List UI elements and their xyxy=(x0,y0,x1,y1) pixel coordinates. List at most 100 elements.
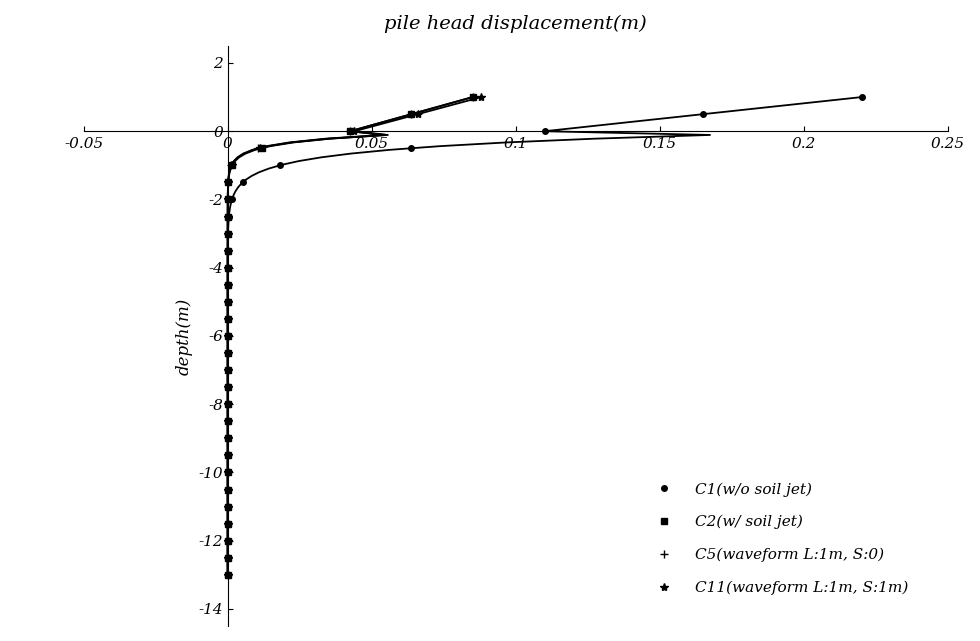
C1(w/o soil jet) xyxy=(221,571,233,579)
C1(w/o soil jet) xyxy=(221,315,233,322)
Line: C2(w/ soil jet): C2(w/ soil jet) xyxy=(224,94,475,578)
C11(waveform L:1m, S:1m) xyxy=(221,298,233,306)
C1(w/o soil jet) xyxy=(221,469,233,476)
C2(w/ soil jet) xyxy=(221,383,233,391)
C5(waveform L:1m, S:0) xyxy=(221,298,233,306)
C5(waveform L:1m, S:0) xyxy=(221,401,233,408)
C5(waveform L:1m, S:0) xyxy=(221,571,233,579)
C2(w/ soil jet) xyxy=(344,128,356,135)
C2(w/ soil jet) xyxy=(221,264,233,272)
C5(waveform L:1m, S:0) xyxy=(225,162,237,169)
C1(w/o soil jet) xyxy=(405,144,416,152)
C11(waveform L:1m, S:1m) xyxy=(221,332,233,340)
C2(w/ soil jet) xyxy=(221,486,233,494)
C5(waveform L:1m, S:0) xyxy=(221,435,233,442)
C1(w/o soil jet) xyxy=(856,93,867,101)
C1(w/o soil jet) xyxy=(237,179,249,187)
C5(waveform L:1m, S:0) xyxy=(221,281,233,288)
C11(waveform L:1m, S:1m) xyxy=(221,349,233,357)
C5(waveform L:1m, S:0) xyxy=(221,349,233,357)
C5(waveform L:1m, S:0) xyxy=(221,469,233,476)
C1(w/o soil jet) xyxy=(274,162,286,169)
C2(w/ soil jet) xyxy=(221,298,233,306)
C11(waveform L:1m, S:1m) xyxy=(221,486,233,494)
C5(waveform L:1m, S:0) xyxy=(466,93,478,101)
Line: C11(waveform L:1m, S:1m): C11(waveform L:1m, S:1m) xyxy=(223,93,485,579)
C2(w/ soil jet) xyxy=(221,281,233,288)
Legend: C1(w/o soil jet), C2(w/ soil jet), C5(waveform L:1m, S:0), C11(waveform L:1m, S:: C1(w/o soil jet), C2(w/ soil jet), C5(wa… xyxy=(638,476,914,601)
C1(w/o soil jet) xyxy=(221,417,233,425)
C11(waveform L:1m, S:1m) xyxy=(221,196,233,203)
C11(waveform L:1m, S:1m) xyxy=(221,571,233,579)
C11(waveform L:1m, S:1m) xyxy=(221,503,233,510)
C1(w/o soil jet) xyxy=(226,196,238,203)
C2(w/ soil jet) xyxy=(221,229,233,237)
C5(waveform L:1m, S:0) xyxy=(221,554,233,562)
C11(waveform L:1m, S:1m) xyxy=(412,110,423,118)
C2(w/ soil jet) xyxy=(221,247,233,254)
Y-axis label: depth(m): depth(m) xyxy=(175,297,193,374)
C5(waveform L:1m, S:0) xyxy=(221,503,233,510)
C5(waveform L:1m, S:0) xyxy=(221,451,233,459)
C1(w/o soil jet) xyxy=(221,401,233,408)
C5(waveform L:1m, S:0) xyxy=(221,486,233,494)
C11(waveform L:1m, S:1m) xyxy=(225,162,237,169)
Line: C1(w/o soil jet): C1(w/o soil jet) xyxy=(224,94,864,578)
C11(waveform L:1m, S:1m) xyxy=(221,366,233,374)
C5(waveform L:1m, S:0) xyxy=(406,110,417,118)
C11(waveform L:1m, S:1m) xyxy=(221,537,233,545)
C2(w/ soil jet) xyxy=(222,179,234,187)
C1(w/o soil jet) xyxy=(221,435,233,442)
C2(w/ soil jet) xyxy=(221,196,233,203)
C11(waveform L:1m, S:1m) xyxy=(221,281,233,288)
C1(w/o soil jet) xyxy=(221,451,233,459)
C11(waveform L:1m, S:1m) xyxy=(221,213,233,221)
C11(waveform L:1m, S:1m) xyxy=(222,179,234,187)
C2(w/ soil jet) xyxy=(406,110,417,118)
C11(waveform L:1m, S:1m) xyxy=(221,554,233,562)
C5(waveform L:1m, S:0) xyxy=(221,520,233,528)
C2(w/ soil jet) xyxy=(221,537,233,545)
C11(waveform L:1m, S:1m) xyxy=(221,469,233,476)
C5(waveform L:1m, S:0) xyxy=(221,537,233,545)
C5(waveform L:1m, S:0) xyxy=(222,179,234,187)
C11(waveform L:1m, S:1m) xyxy=(221,417,233,425)
C11(waveform L:1m, S:1m) xyxy=(475,93,487,101)
C1(w/o soil jet) xyxy=(223,213,235,221)
C5(waveform L:1m, S:0) xyxy=(221,264,233,272)
C5(waveform L:1m, S:0) xyxy=(221,383,233,391)
C11(waveform L:1m, S:1m) xyxy=(221,315,233,322)
C1(w/o soil jet) xyxy=(221,298,233,306)
C5(waveform L:1m, S:0) xyxy=(221,417,233,425)
C11(waveform L:1m, S:1m) xyxy=(349,128,361,135)
C1(w/o soil jet) xyxy=(221,281,233,288)
C5(waveform L:1m, S:0) xyxy=(221,229,233,237)
Title: pile head displacement(m): pile head displacement(m) xyxy=(384,15,647,33)
C1(w/o soil jet) xyxy=(221,537,233,545)
C5(waveform L:1m, S:0) xyxy=(221,332,233,340)
Line: C5(waveform L:1m, S:0): C5(waveform L:1m, S:0) xyxy=(223,93,476,579)
C2(w/ soil jet) xyxy=(466,93,478,101)
C2(w/ soil jet) xyxy=(221,451,233,459)
C5(waveform L:1m, S:0) xyxy=(253,144,265,152)
C5(waveform L:1m, S:0) xyxy=(221,315,233,322)
C2(w/ soil jet) xyxy=(221,554,233,562)
C1(w/o soil jet) xyxy=(221,349,233,357)
C2(w/ soil jet) xyxy=(221,315,233,322)
C2(w/ soil jet) xyxy=(226,162,238,169)
C2(w/ soil jet) xyxy=(221,571,233,579)
C11(waveform L:1m, S:1m) xyxy=(221,401,233,408)
C2(w/ soil jet) xyxy=(221,417,233,425)
C2(w/ soil jet) xyxy=(256,144,268,152)
C11(waveform L:1m, S:1m) xyxy=(254,144,266,152)
C1(w/o soil jet) xyxy=(221,247,233,254)
C1(w/o soil jet) xyxy=(221,366,233,374)
C5(waveform L:1m, S:0) xyxy=(221,196,233,203)
C1(w/o soil jet) xyxy=(539,128,551,135)
C2(w/ soil jet) xyxy=(221,213,233,221)
C1(w/o soil jet) xyxy=(697,110,709,118)
C2(w/ soil jet) xyxy=(221,366,233,374)
C5(waveform L:1m, S:0) xyxy=(221,213,233,221)
C1(w/o soil jet) xyxy=(221,520,233,528)
C1(w/o soil jet) xyxy=(221,383,233,391)
